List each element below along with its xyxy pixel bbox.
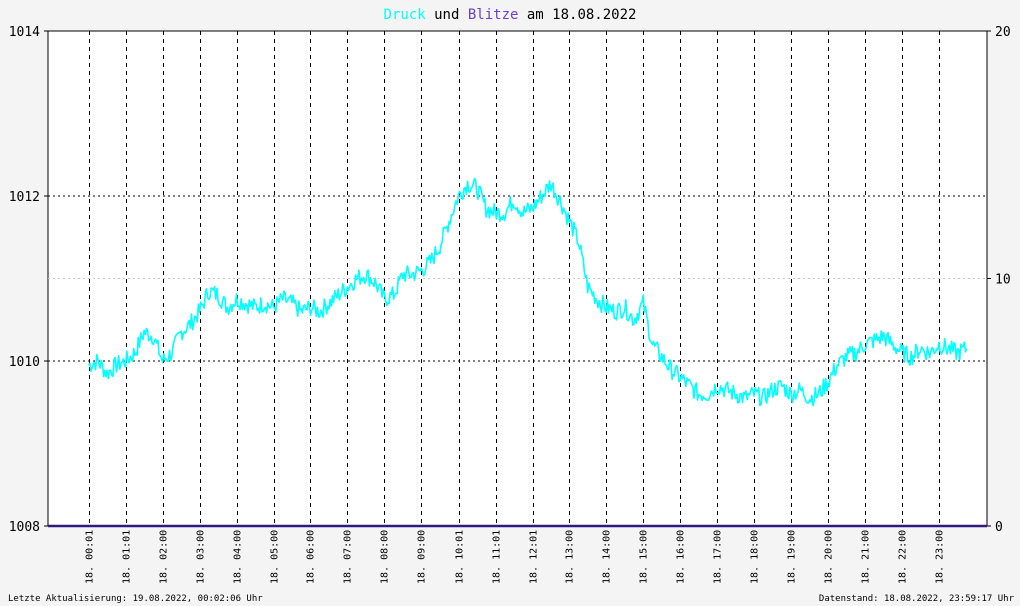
footer-data-state: Datenstand: 18.08.2022, 23:59:17 Uhr xyxy=(819,594,1015,604)
x-tick-label-22: 18. 22:00 xyxy=(898,530,909,584)
x-tick-label-13: 18. 13:00 xyxy=(565,530,576,584)
y-left-tick-label-1012: 1012 xyxy=(9,190,40,205)
x-tick-label-7: 18. 07:00 xyxy=(343,530,354,584)
x-tick-label-1: 18. 01:01 xyxy=(122,530,133,584)
y-right-tick-label-10: 10 xyxy=(995,273,1011,288)
x-tick-label-18: 18. 18:00 xyxy=(750,530,761,584)
x-tick-label-6: 18. 06:00 xyxy=(306,530,317,584)
x-tick-label-0: 18. 00:01 xyxy=(85,530,96,584)
y-left-tick-label-1010: 1010 xyxy=(9,355,40,370)
x-tick-label-5: 18. 05:00 xyxy=(270,530,281,584)
x-tick-label-16: 18. 16:00 xyxy=(676,530,687,584)
footer-last-update: Letzte Aktualisierung: 19.08.2022, 00:02… xyxy=(8,594,263,604)
x-tick-label-2: 18. 02:00 xyxy=(159,530,170,584)
x-tick-label-21: 18. 21:00 xyxy=(861,530,872,584)
title-druck: Druck xyxy=(384,7,427,23)
series-layer xyxy=(48,177,987,528)
x-tick-label-12: 18. 12:01 xyxy=(529,530,540,584)
title-date: am 18.08.2022 xyxy=(518,7,636,23)
axes: 18. 00:01 18. 01:01 18. 02:00 18. 03:00 18. … xyxy=(9,25,1011,584)
title-blitze: Blitze xyxy=(468,7,519,23)
title-und: und xyxy=(426,7,468,23)
y-left-tick-label-1008: 1008 xyxy=(9,520,40,535)
x-tick-label-23: 18. 23:00 xyxy=(935,530,946,584)
chart-title: Druck und Blitze am 18.08.2022 xyxy=(384,7,637,23)
grid-lines xyxy=(48,31,987,526)
x-tick-label-15: 18. 15:00 xyxy=(639,530,650,584)
x-tick-label-3: 18. 03:00 xyxy=(196,530,207,584)
x-tick-label-10: 18. 10:01 xyxy=(455,530,466,584)
x-tick-label-14: 18. 14:00 xyxy=(602,530,613,584)
x-tick-label-17: 18. 17:00 xyxy=(713,530,724,584)
y-left-tick-label-1014: 1014 xyxy=(9,25,40,40)
x-tick-label-9: 18. 09:00 xyxy=(417,530,428,584)
x-tick-label-19: 18. 19:00 xyxy=(787,530,798,584)
y-right-tick-label-0: 0 xyxy=(995,520,1003,535)
y-right-tick-label-20: 20 xyxy=(995,25,1011,40)
druck-series-line xyxy=(88,177,968,407)
x-tick-label-11: 18. 11:01 xyxy=(492,530,503,584)
x-tick-label-4: 18. 04:00 xyxy=(233,530,244,584)
x-tick-label-8: 18. 08:00 xyxy=(380,530,391,584)
x-tick-label-20: 18. 20:00 xyxy=(824,530,835,584)
